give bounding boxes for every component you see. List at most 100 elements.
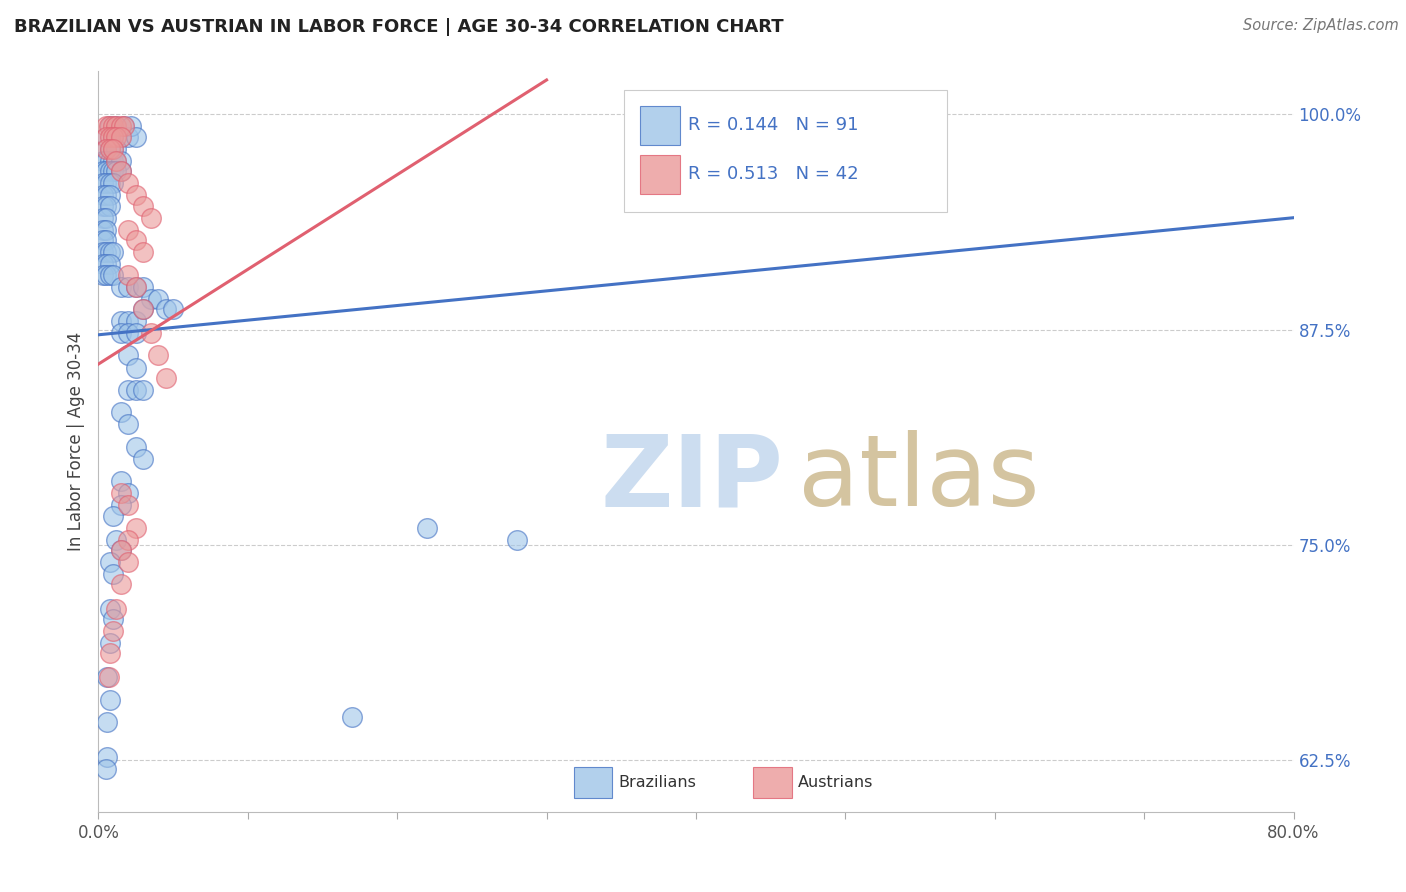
Point bbox=[98, 636, 122, 650]
Point bbox=[98, 257, 122, 271]
Point bbox=[148, 348, 170, 362]
Point bbox=[96, 670, 118, 684]
FancyBboxPatch shape bbox=[574, 767, 613, 798]
Point bbox=[94, 223, 117, 237]
Point bbox=[103, 624, 125, 638]
Text: R = 0.513   N = 42: R = 0.513 N = 42 bbox=[688, 165, 858, 183]
Point bbox=[117, 279, 139, 293]
Point bbox=[98, 601, 122, 615]
Point bbox=[91, 223, 114, 237]
Text: ZIP: ZIP bbox=[600, 430, 783, 527]
Point bbox=[110, 326, 132, 340]
Point bbox=[155, 301, 177, 316]
Point bbox=[120, 120, 142, 134]
Point bbox=[125, 383, 148, 397]
Point bbox=[132, 451, 155, 466]
Point bbox=[98, 268, 122, 282]
Point bbox=[117, 129, 139, 144]
Point bbox=[655, 164, 678, 178]
Point bbox=[98, 142, 122, 156]
Point bbox=[132, 383, 155, 397]
Point bbox=[91, 188, 114, 202]
Point bbox=[112, 120, 135, 134]
Point bbox=[98, 153, 122, 168]
Point bbox=[110, 279, 132, 293]
Point bbox=[105, 142, 128, 156]
Point bbox=[94, 176, 117, 190]
Point bbox=[103, 120, 125, 134]
Point bbox=[91, 164, 114, 178]
Point bbox=[91, 257, 114, 271]
Point bbox=[105, 164, 128, 178]
Point bbox=[91, 153, 114, 168]
Point bbox=[98, 555, 122, 569]
Point bbox=[98, 245, 122, 260]
Point bbox=[103, 176, 125, 190]
Point bbox=[125, 279, 148, 293]
Point bbox=[91, 199, 114, 213]
Point bbox=[117, 223, 139, 237]
Point bbox=[94, 233, 117, 247]
Text: Brazilians: Brazilians bbox=[619, 775, 696, 790]
Point bbox=[91, 268, 114, 282]
Point bbox=[98, 693, 122, 707]
Point bbox=[98, 646, 122, 660]
Point bbox=[105, 120, 128, 134]
Point bbox=[98, 176, 122, 190]
Text: atlas: atlas bbox=[797, 430, 1039, 527]
Point bbox=[112, 120, 135, 134]
Point bbox=[110, 153, 132, 168]
Point bbox=[117, 314, 139, 328]
Point bbox=[132, 301, 155, 316]
FancyBboxPatch shape bbox=[754, 767, 792, 798]
FancyBboxPatch shape bbox=[640, 106, 681, 145]
Point bbox=[132, 199, 155, 213]
Point bbox=[103, 142, 125, 156]
Point bbox=[103, 567, 125, 582]
Point bbox=[110, 543, 132, 558]
Point bbox=[91, 211, 114, 225]
Point bbox=[139, 326, 162, 340]
Point bbox=[132, 245, 155, 260]
Point bbox=[91, 233, 114, 247]
Point bbox=[94, 153, 117, 168]
Point bbox=[132, 830, 155, 845]
Point bbox=[117, 417, 139, 432]
Point bbox=[105, 533, 128, 547]
Point bbox=[125, 326, 148, 340]
Point bbox=[98, 199, 122, 213]
Point bbox=[148, 292, 170, 306]
Point bbox=[105, 120, 128, 134]
Point bbox=[110, 474, 132, 488]
Point bbox=[132, 301, 155, 316]
Point bbox=[125, 314, 148, 328]
Point bbox=[110, 314, 132, 328]
Point bbox=[155, 371, 177, 385]
Text: Source: ZipAtlas.com: Source: ZipAtlas.com bbox=[1243, 18, 1399, 33]
Point bbox=[125, 233, 148, 247]
Point bbox=[98, 142, 122, 156]
Point bbox=[94, 762, 117, 776]
Point bbox=[110, 129, 132, 144]
Point bbox=[97, 670, 120, 684]
Point bbox=[94, 211, 117, 225]
Point bbox=[117, 383, 139, 397]
Point bbox=[117, 268, 139, 282]
Point bbox=[94, 199, 117, 213]
Point bbox=[117, 555, 139, 569]
Point bbox=[125, 440, 148, 454]
Point bbox=[98, 188, 122, 202]
Point bbox=[117, 486, 139, 500]
Point bbox=[132, 279, 155, 293]
Point bbox=[103, 142, 125, 156]
Point bbox=[110, 543, 132, 558]
Point bbox=[103, 268, 125, 282]
Point bbox=[98, 164, 122, 178]
FancyBboxPatch shape bbox=[624, 90, 948, 212]
Point bbox=[110, 498, 132, 512]
Point bbox=[103, 129, 125, 144]
Point bbox=[110, 164, 132, 178]
Point bbox=[117, 348, 139, 362]
Point bbox=[91, 245, 114, 260]
Point bbox=[94, 257, 117, 271]
